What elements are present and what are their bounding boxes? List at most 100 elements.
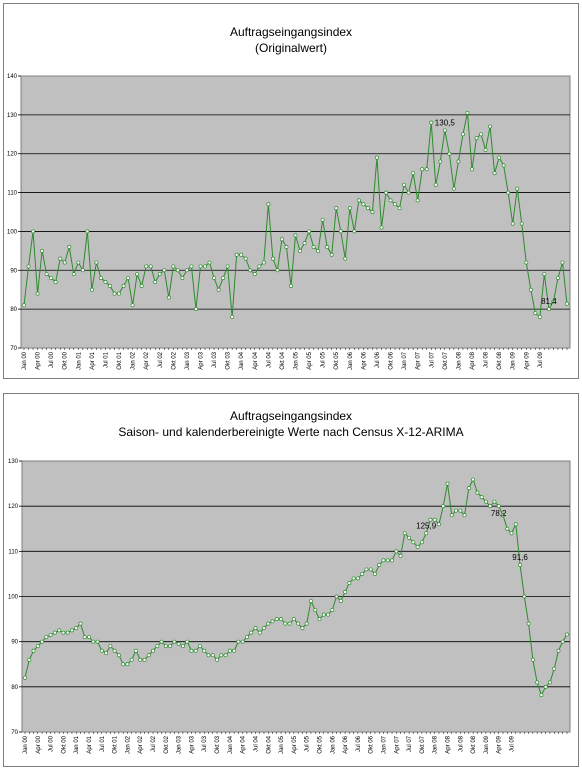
data-point (456, 159, 461, 164)
y-tick-label: 130 (7, 113, 18, 119)
x-tick-label: Jan 02 (131, 351, 137, 370)
x-tick-label: Jul 01 (100, 735, 106, 752)
data-point (275, 268, 280, 273)
data-point (347, 206, 352, 211)
data-point (168, 644, 173, 649)
x-tick-label: Okt 07 (443, 351, 449, 369)
data-point (479, 495, 484, 500)
data-point (117, 291, 121, 296)
x-tick-label: Jan 03 (185, 351, 191, 370)
data-point (454, 508, 458, 513)
data-point (112, 648, 117, 653)
chart-panel-adjusted: Auftragseingangsindex Saison- und kalend… (3, 393, 579, 767)
data-point (248, 268, 253, 273)
data-point (334, 594, 339, 599)
data-point (27, 657, 32, 662)
y-tick-label: 100 (7, 229, 18, 235)
x-tick-label: Jul 04 (253, 735, 259, 752)
data-point (216, 287, 221, 292)
data-point (130, 303, 135, 308)
x-tick-label: Okt 04 (266, 735, 272, 753)
chart-subtitle: (Originalwert) (254, 41, 327, 55)
data-point (381, 558, 386, 563)
x-tick-label: Jul 07 (407, 735, 413, 752)
data-point (338, 229, 343, 234)
x-tick-label: Apr 00 (36, 351, 42, 369)
data-point (390, 558, 394, 563)
data-point (121, 283, 126, 288)
data-point (249, 630, 254, 635)
data-point (465, 110, 470, 115)
data-point (239, 252, 244, 257)
x-tick-label: Okt 00 (61, 735, 67, 753)
data-point (330, 608, 335, 612)
data-point (373, 571, 377, 576)
x-tick-label: Okt 08 (471, 735, 477, 753)
chart-subtitle: Saison- und kalenderbereinigte Werte nac… (118, 425, 464, 439)
data-point (257, 630, 262, 635)
data-point (524, 260, 529, 265)
data-point (356, 198, 361, 203)
data-point (505, 526, 510, 531)
data-point (129, 657, 134, 662)
data-point (236, 639, 241, 644)
data-point (424, 531, 429, 536)
x-tick-label: Apr 08 (470, 351, 476, 369)
x-tick-label: Jan 09 (484, 735, 490, 754)
data-point (172, 639, 177, 644)
data-point (80, 268, 85, 273)
data-point (57, 628, 62, 633)
x-tick-label: Apr 06 (361, 351, 367, 369)
data-point (166, 295, 171, 300)
data-point (253, 626, 258, 631)
x-tick-label: Jul 08 (484, 351, 490, 368)
x-tick-label: Jul 02 (158, 351, 164, 368)
data-point (266, 621, 271, 626)
data-point (442, 128, 447, 133)
data-point (232, 648, 237, 653)
data-point (311, 245, 316, 249)
x-tick-label: Apr 00 (36, 735, 42, 753)
data-point (411, 171, 416, 176)
data-point (475, 490, 480, 495)
x-tick-label: Jan 00 (22, 351, 28, 370)
data-point (40, 248, 45, 253)
x-tick-label: Jan 05 (294, 351, 300, 370)
data-point (62, 260, 67, 265)
y-tick-label: 120 (7, 152, 18, 158)
data-point (125, 662, 130, 667)
data-point (492, 171, 497, 176)
data-point (89, 287, 94, 292)
x-tick-label: Jan 07 (381, 735, 387, 754)
data-point (31, 648, 36, 653)
data-point (407, 535, 412, 540)
x-tick-label: Jan 00 (23, 735, 29, 754)
data-point (522, 594, 527, 599)
data-point (320, 217, 325, 222)
data-point (296, 621, 301, 626)
data-point (560, 260, 565, 265)
data-point (365, 206, 370, 211)
data-point (384, 190, 388, 195)
data-point (420, 167, 425, 172)
data-point (546, 307, 551, 312)
data-point (388, 198, 393, 203)
data-point (148, 264, 153, 269)
x-tick-label: Jul 05 (321, 351, 327, 368)
data-point (243, 256, 248, 261)
x-tick-label: Jan 04 (228, 735, 234, 754)
data-point (556, 648, 561, 653)
data-label: 91,6 (512, 553, 528, 562)
data-point (393, 202, 397, 207)
data-point (221, 276, 226, 281)
data-point (78, 621, 83, 626)
data-point (95, 639, 100, 644)
data-point (526, 621, 531, 626)
data-point (451, 186, 456, 191)
data-point (483, 499, 488, 504)
x-tick-label: Apr 02 (144, 351, 150, 369)
y-tick-label: 110 (8, 549, 18, 555)
data-point (198, 264, 203, 269)
data-point (82, 635, 87, 640)
x-tick-label: Okt 06 (389, 351, 395, 369)
